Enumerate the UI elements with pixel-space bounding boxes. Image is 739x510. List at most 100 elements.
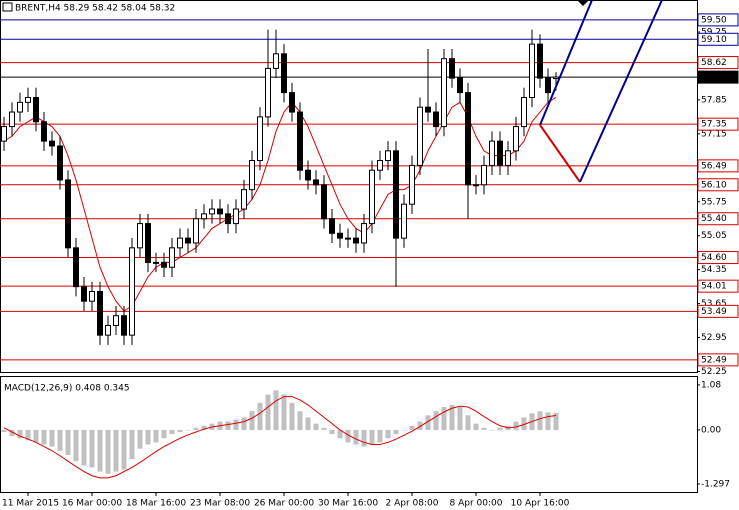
macd-bar (201, 425, 207, 430)
macd-bar (65, 429, 71, 455)
candle-body (433, 111, 439, 128)
level-label: 57.35 (701, 120, 727, 130)
candle-body (217, 208, 223, 215)
x-tick-label: 8 Apr 00:00 (450, 499, 503, 509)
candle-body (449, 58, 455, 79)
macd-bar (25, 429, 31, 441)
macd-bar (537, 411, 543, 430)
candle-body (33, 96, 39, 123)
y-tick-label: 57.85 (701, 95, 727, 105)
macd-bar (545, 412, 551, 430)
candle-body (489, 140, 495, 166)
macd-bar (489, 429, 495, 431)
macd-bar (97, 429, 103, 472)
candle-body (481, 164, 487, 186)
macd-bar (377, 429, 383, 443)
macd-bar (121, 429, 127, 470)
macd-bar (105, 429, 111, 474)
candle-body (521, 96, 527, 128)
y-tick-label: 55.75 (701, 197, 727, 207)
level-label: 53.49 (701, 307, 727, 317)
y-tick-label: 57.15 (701, 129, 727, 139)
candle-body (129, 247, 135, 336)
macd-bar (249, 411, 255, 430)
level-label-box (697, 251, 739, 265)
candle-body (177, 237, 183, 249)
candle-body (393, 150, 399, 239)
candle-body (473, 184, 479, 187)
level-label-box (697, 159, 739, 173)
candle-body (25, 96, 31, 103)
candle-body (17, 101, 23, 113)
macd-bar (345, 429, 351, 443)
candle-body (145, 223, 151, 263)
x-tick-label: 11 Mar 2015 (2, 499, 59, 509)
level-label-box (697, 353, 739, 367)
candle-body (73, 247, 79, 288)
macd-bar (9, 429, 15, 437)
macd-bar (441, 407, 447, 430)
candle-body (465, 92, 471, 186)
candle-body (97, 290, 103, 336)
candle-body (81, 286, 87, 302)
level-label-box (697, 212, 739, 226)
macd-bar (521, 417, 527, 430)
macd-bar (185, 429, 191, 431)
level-label-box (697, 304, 739, 318)
macd-bar (313, 423, 319, 430)
macd-bar (17, 429, 23, 439)
candle-body (369, 169, 375, 225)
candle-body (377, 160, 383, 171)
candle-body (321, 184, 327, 220)
candle-body (209, 208, 215, 215)
macd-bar (41, 429, 47, 445)
level-label: 52.49 (701, 355, 727, 365)
candle-body (169, 247, 175, 268)
macd-frame (0, 376, 698, 493)
candle-body (137, 223, 143, 249)
y-tick-label: 52.95 (701, 333, 727, 343)
y-tick-label: -1.297 (701, 479, 730, 489)
macd-bar (449, 404, 455, 430)
macd-bar (385, 429, 391, 439)
y-tick-label: 52.25 (701, 367, 727, 377)
shift-marker (577, 0, 589, 6)
candle-body (537, 43, 543, 79)
macd-bar (89, 429, 95, 468)
macd-bar (457, 407, 463, 430)
forecast-line (539, 124, 581, 183)
candle-body (353, 237, 359, 244)
candle-body (345, 237, 351, 240)
chart-title: BRENT,H4 58.29 58.42 58.04 58.32 (15, 4, 175, 14)
macd-bar (169, 429, 175, 435)
candle-body (233, 208, 239, 225)
macd-bar (393, 429, 399, 435)
candle-body (305, 169, 311, 181)
level-label: 58.62 (701, 58, 727, 68)
candle-body (201, 213, 207, 220)
macd-bar (137, 429, 143, 449)
level-label-box (697, 279, 739, 293)
candle-body (1, 126, 7, 142)
candle-body (89, 290, 95, 302)
level-label-box (697, 32, 739, 46)
macd-bar (177, 429, 183, 432)
candle-body (337, 232, 343, 239)
x-tick-label: 26 Mar 00:00 (254, 499, 314, 509)
y-tick-label: 53.65 (701, 299, 727, 309)
y-tick-label: 1.08 (701, 380, 721, 390)
candle-body (121, 315, 127, 336)
level-label-box (697, 13, 739, 27)
candle-body (513, 126, 519, 152)
candle-body (185, 237, 191, 244)
y-tick-label: 54.35 (701, 265, 727, 275)
macd-bar (465, 415, 471, 430)
candle-body (329, 218, 335, 234)
candle-body (313, 179, 319, 186)
candle-body (225, 213, 231, 225)
candle-body (409, 164, 415, 205)
candle-body (113, 315, 119, 326)
forecast-line (539, 0, 593, 126)
candle-body (425, 106, 431, 113)
